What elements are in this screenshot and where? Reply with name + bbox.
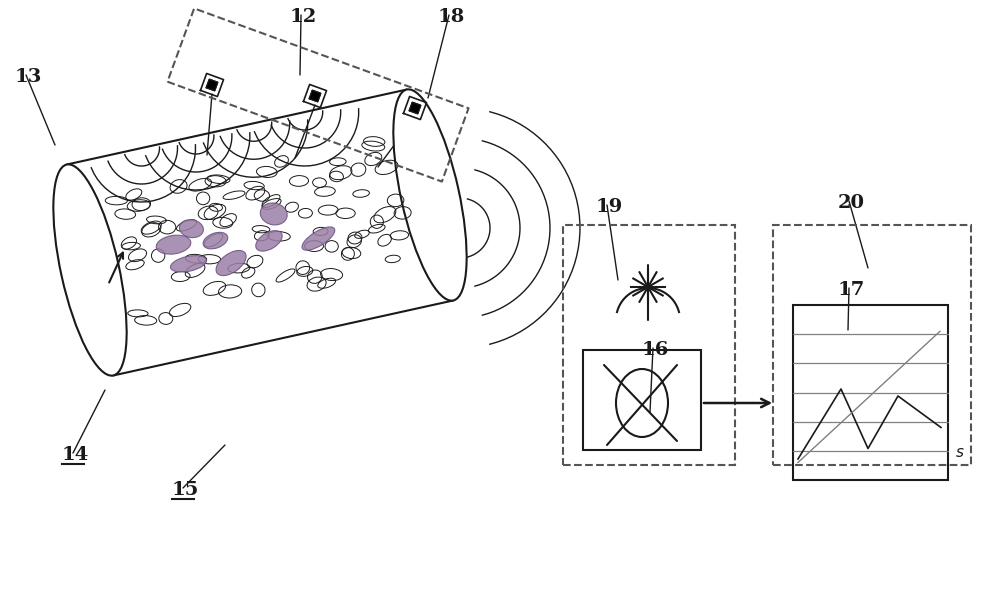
Bar: [793, 305, 948, 480]
Ellipse shape: [156, 235, 191, 254]
Ellipse shape: [170, 255, 206, 272]
Polygon shape: [206, 79, 218, 91]
Text: 20: 20: [838, 194, 865, 212]
Ellipse shape: [216, 251, 246, 276]
Text: 19: 19: [596, 198, 623, 216]
Ellipse shape: [302, 227, 335, 251]
Text: 18: 18: [438, 8, 465, 26]
Ellipse shape: [256, 230, 282, 251]
Text: 15: 15: [172, 481, 199, 499]
Text: 17: 17: [838, 281, 865, 299]
Ellipse shape: [260, 203, 287, 225]
Text: 14: 14: [62, 446, 89, 464]
Ellipse shape: [393, 89, 467, 301]
Text: s: s: [956, 445, 964, 460]
Ellipse shape: [53, 164, 127, 376]
Text: 16: 16: [642, 341, 669, 359]
Bar: [583, 350, 701, 450]
Text: 12: 12: [290, 8, 317, 26]
Polygon shape: [309, 90, 321, 102]
Ellipse shape: [179, 220, 203, 238]
Text: 13: 13: [15, 68, 42, 86]
Polygon shape: [409, 102, 421, 114]
Ellipse shape: [203, 232, 228, 249]
Bar: [563, 225, 735, 465]
Bar: [773, 225, 971, 465]
